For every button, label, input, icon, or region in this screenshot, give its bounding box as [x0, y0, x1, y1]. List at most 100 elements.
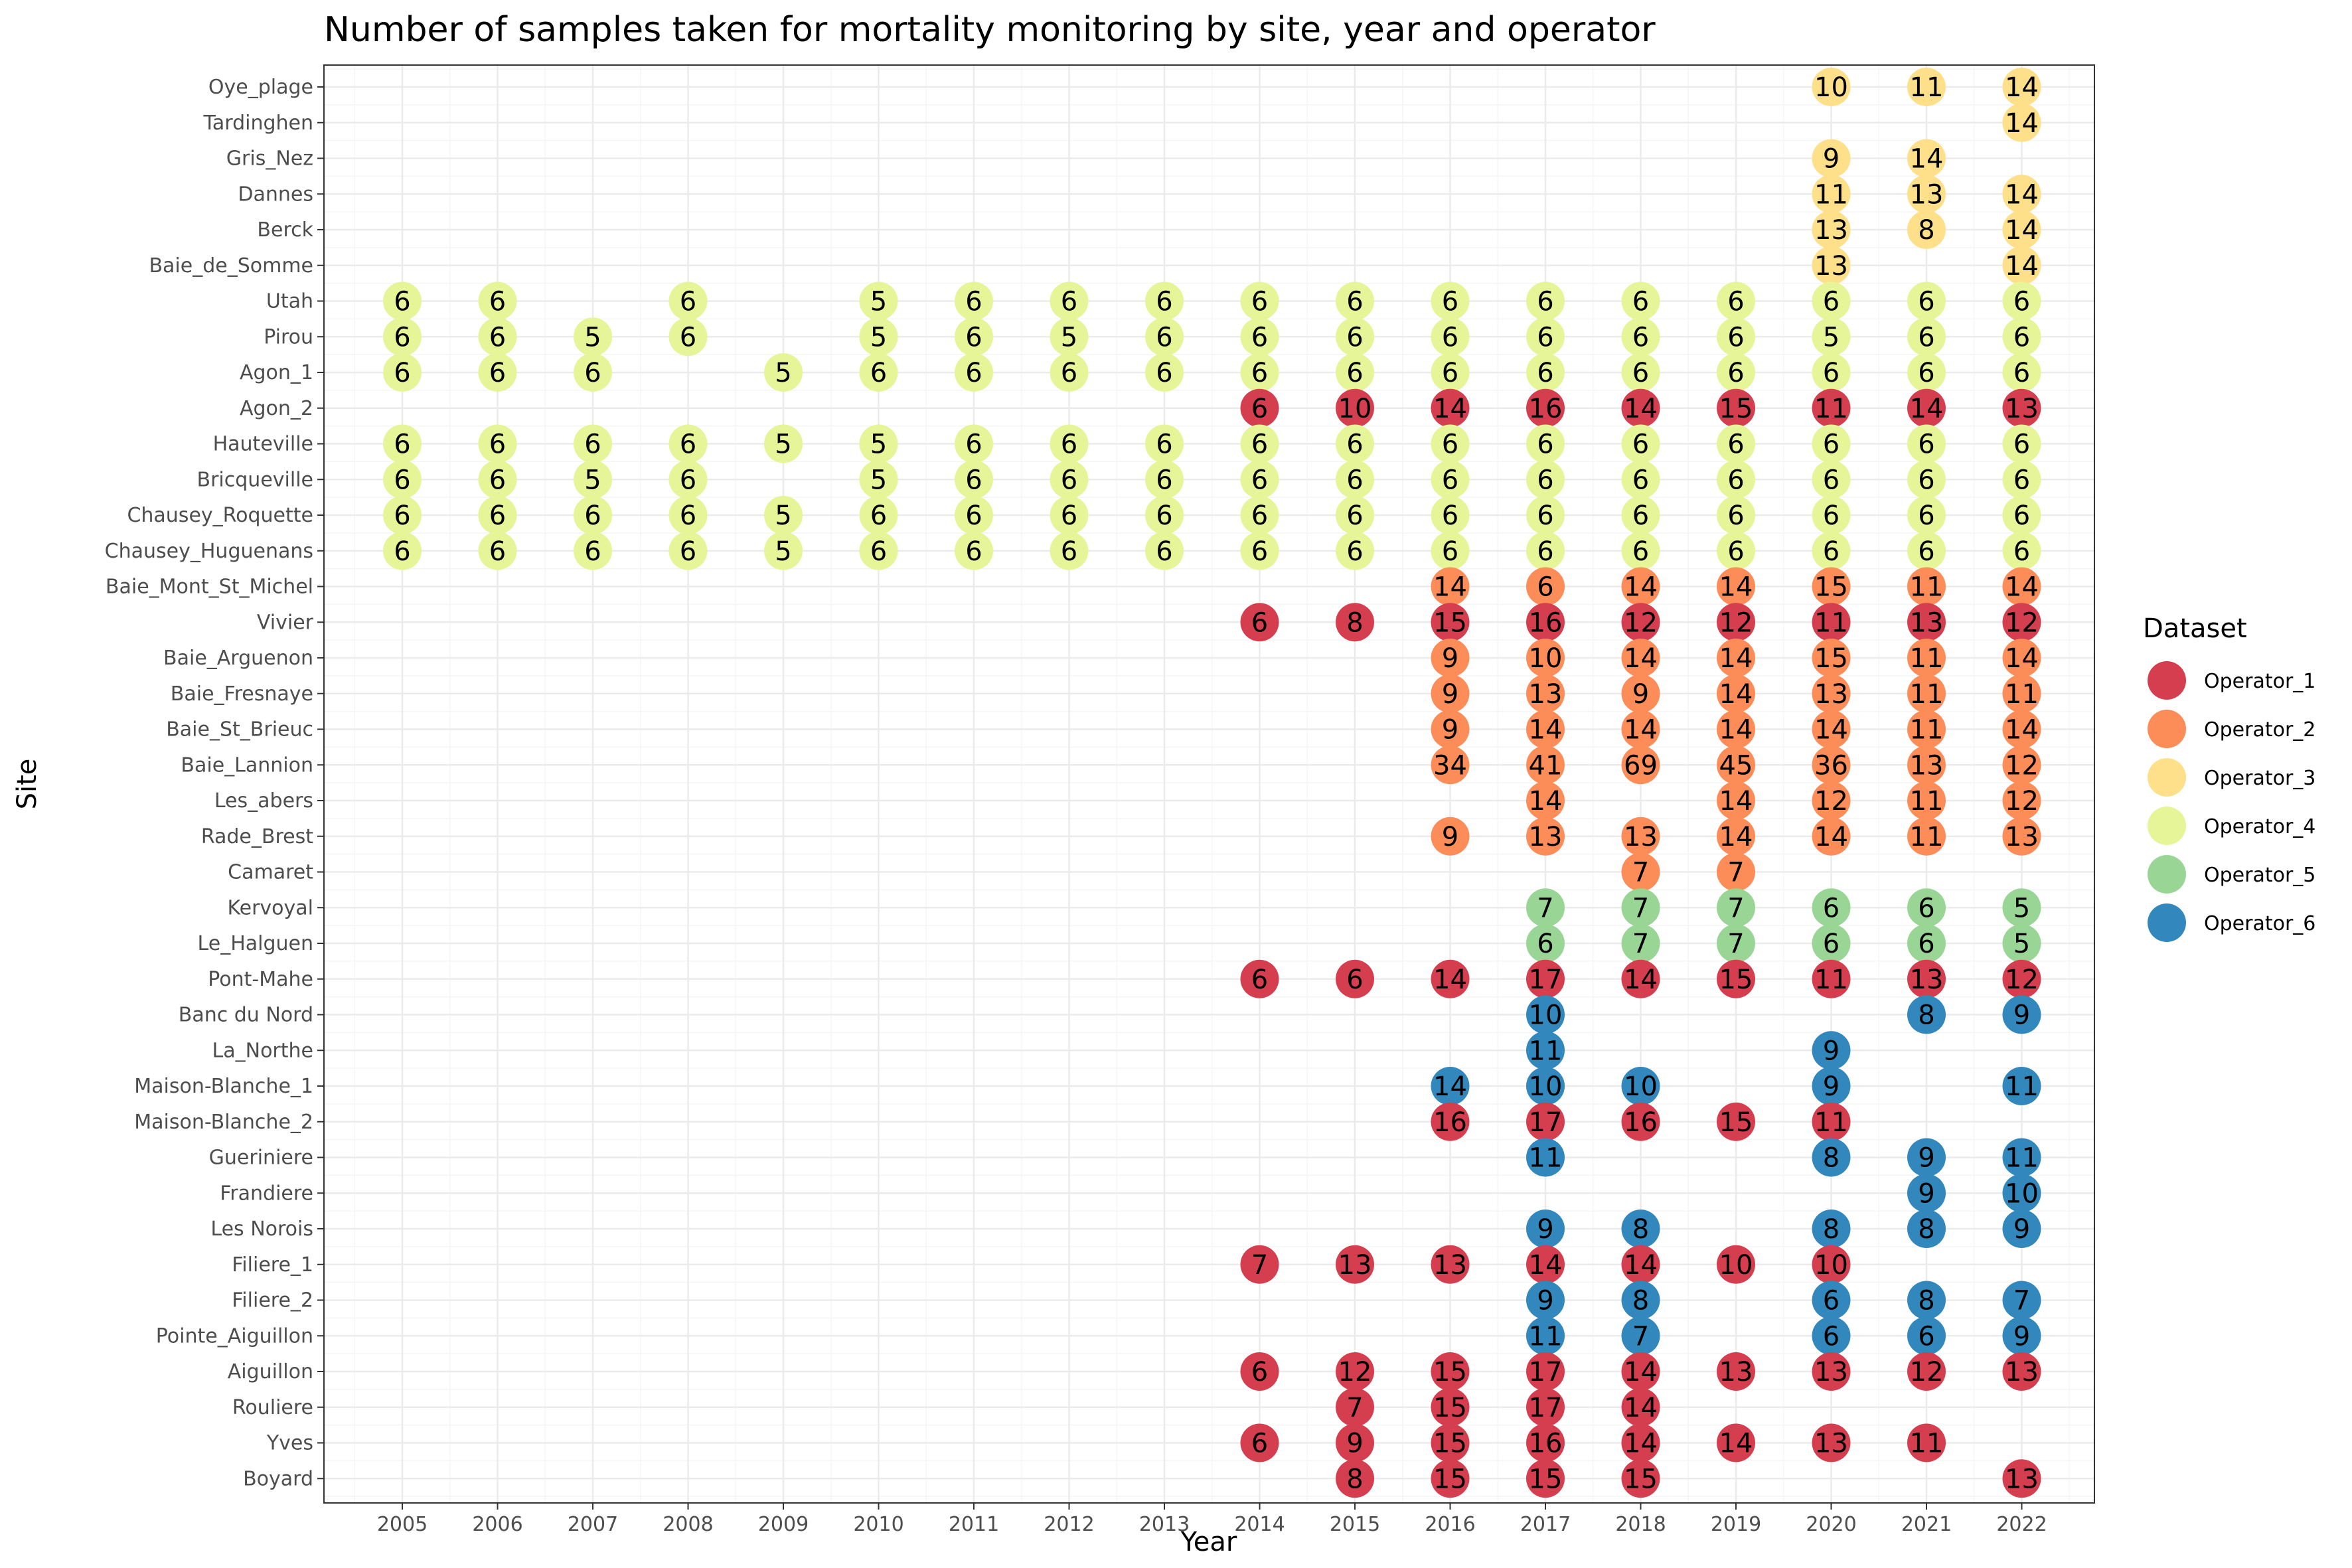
data-point-label: 6 — [1537, 430, 1553, 460]
data-point — [2002, 353, 2041, 392]
data-point-label: 6 — [1156, 536, 1172, 567]
data-point-label: 15 — [1433, 1357, 1467, 1387]
legend-key — [2148, 903, 2186, 942]
y-tick-label: Baie_Fresnaye — [171, 682, 313, 706]
data-point-label: 11 — [1910, 786, 1944, 817]
data-point — [1431, 603, 1470, 642]
data-point — [1812, 1210, 1851, 1248]
data-point-label: 11 — [1814, 179, 1848, 210]
data-point — [574, 317, 612, 356]
data-point-label: 14 — [1529, 715, 1563, 745]
data-point — [1621, 674, 1660, 713]
data-point — [1907, 424, 1946, 463]
data-point — [764, 496, 803, 534]
data-point — [1336, 424, 1374, 463]
data-point — [1907, 353, 1946, 392]
data-point-label: 6 — [394, 358, 410, 388]
y-tick-label: Agon_1 — [240, 361, 313, 384]
data-point-label: 6 — [1061, 465, 1077, 495]
data-point — [1240, 1423, 1279, 1462]
data-point — [1145, 424, 1184, 463]
data-point — [1717, 639, 1755, 677]
data-point — [2002, 388, 2041, 428]
data-point-label: 6 — [1918, 536, 1934, 567]
data-point-label: 36 — [1814, 750, 1848, 781]
data-point-label: 6 — [680, 536, 696, 567]
data-point — [1431, 1387, 1470, 1427]
x-tick-label: 2007 — [568, 1513, 618, 1536]
data-point — [668, 424, 708, 463]
data-point-label: 6 — [1727, 430, 1744, 460]
data-point-label: 6 — [1251, 430, 1268, 460]
y-tick-label: Baie_de_Somme — [149, 254, 313, 277]
data-point — [2002, 639, 2041, 677]
y-tick-label: Tardinghen — [203, 112, 313, 135]
data-point — [1526, 317, 1565, 356]
data-point-label: 6 — [965, 322, 982, 353]
x-tick-label: 2018 — [1615, 1513, 1666, 1536]
data-point-label: 6 — [1918, 465, 1934, 495]
data-point-label: 5 — [870, 465, 887, 495]
x-tick-label: 2009 — [758, 1513, 809, 1536]
data-point-label: 7 — [1251, 1250, 1268, 1281]
data-point-label: 16 — [1529, 607, 1563, 638]
data-point — [1526, 603, 1565, 642]
data-point — [1431, 959, 1470, 998]
data-point — [1621, 852, 1660, 892]
data-point-label: 6 — [1251, 287, 1268, 317]
data-point — [1621, 1210, 1660, 1248]
data-point — [1812, 424, 1851, 463]
data-point-label: 69 — [1624, 750, 1658, 781]
data-point — [2002, 1067, 2041, 1105]
data-point-label: 14 — [2005, 251, 2039, 281]
legend-title: Dataset — [2143, 613, 2247, 644]
data-point — [1336, 1352, 1374, 1391]
data-point — [955, 496, 993, 534]
data-point — [574, 496, 612, 534]
data-point-label: 7 — [1632, 893, 1649, 923]
data-point-label: 6 — [1346, 322, 1363, 353]
data-point — [859, 353, 898, 392]
data-point-label: 15 — [1529, 1464, 1563, 1494]
data-point-label: 6 — [489, 358, 506, 388]
data-point — [1526, 388, 1565, 428]
data-point-label: 6 — [1442, 501, 1458, 531]
data-point — [1907, 1281, 1946, 1320]
data-point — [383, 353, 422, 392]
y-tick-label: Chausey_Roquette — [127, 504, 313, 527]
data-point — [1336, 531, 1374, 570]
data-point-label: 17 — [1529, 1107, 1563, 1138]
data-point-label: 6 — [1632, 465, 1649, 495]
data-point-label: 6 — [2013, 465, 2030, 495]
data-point-label: 15 — [1433, 1429, 1467, 1459]
y-axis-title: Site — [12, 759, 42, 810]
y-tick-label: Baie_Arguenon — [163, 647, 313, 670]
data-point-label: 7 — [1727, 858, 1744, 888]
data-point — [2002, 1210, 2041, 1248]
data-point-label: 6 — [1918, 929, 1934, 959]
data-point — [1812, 639, 1851, 677]
data-point-label: 6 — [1156, 465, 1172, 495]
data-point — [1812, 603, 1851, 642]
x-tick-label: 2022 — [1996, 1513, 2047, 1536]
data-point-label: 12 — [1624, 607, 1658, 638]
data-point — [1621, 1245, 1660, 1284]
data-point — [1621, 1459, 1660, 1498]
data-point — [1812, 353, 1851, 392]
data-point-label: 6 — [1061, 358, 1077, 388]
data-point — [1621, 924, 1660, 963]
data-point — [668, 496, 708, 534]
data-point-label: 6 — [965, 501, 982, 531]
data-point-label: 6 — [1156, 501, 1172, 531]
data-point-label: 10 — [1529, 1071, 1563, 1102]
data-point — [1145, 353, 1184, 392]
data-point-label: 6 — [680, 287, 696, 317]
data-point-label: 11 — [1814, 394, 1848, 424]
data-point — [1336, 1387, 1374, 1427]
data-point — [1145, 496, 1184, 534]
data-point — [955, 460, 993, 499]
data-point — [1621, 1387, 1660, 1427]
y-tick-label: Baie_Mont_St_Michel — [106, 576, 313, 599]
data-point-label: 14 — [2005, 179, 2039, 210]
data-point — [1717, 353, 1755, 392]
